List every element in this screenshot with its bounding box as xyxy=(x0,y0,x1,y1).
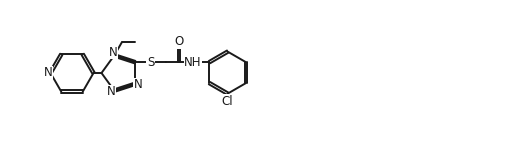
Text: Cl: Cl xyxy=(222,95,233,108)
Text: N: N xyxy=(107,85,116,98)
Text: O: O xyxy=(174,35,183,48)
Text: NH: NH xyxy=(184,56,201,69)
Text: N: N xyxy=(44,67,53,80)
Text: S: S xyxy=(147,56,154,69)
Text: N: N xyxy=(134,78,142,91)
Text: N: N xyxy=(109,46,118,59)
